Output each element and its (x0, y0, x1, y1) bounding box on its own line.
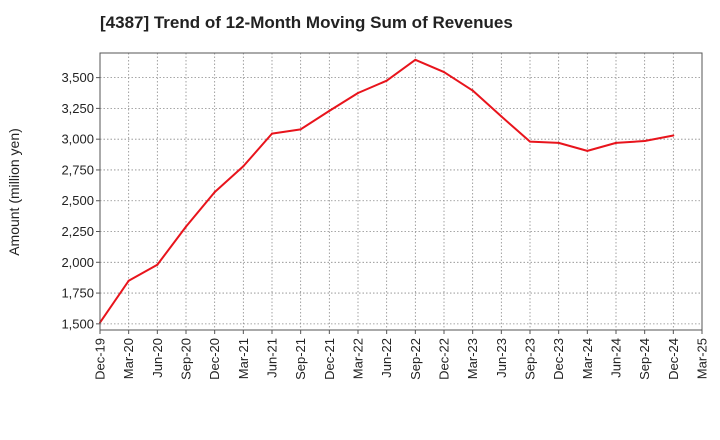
data-point (185, 225, 187, 228)
x-tick-label: Dec-20 (207, 338, 222, 380)
y-tick-label: 2,250 (61, 224, 94, 239)
data-point (529, 140, 531, 143)
y-tick-label: 2,000 (61, 255, 94, 270)
y-tick-label: 1,750 (61, 286, 94, 301)
x-tick-label: Sep-20 (179, 338, 194, 380)
grid-lines (100, 53, 702, 330)
data-point (500, 115, 503, 118)
x-tick-label: Sep-24 (637, 338, 652, 380)
x-tick-label: Dec-19 (93, 338, 108, 380)
data-point (672, 134, 675, 137)
data-point (127, 279, 130, 282)
x-tick-label: Dec-24 (666, 338, 681, 380)
x-tick-label: Dec-22 (437, 338, 452, 380)
x-tick-label: Dec-21 (322, 338, 337, 380)
data-point (299, 128, 302, 131)
x-tick-label: Jun-22 (379, 338, 394, 378)
data-point (213, 191, 216, 194)
data-point (328, 109, 331, 112)
data-point (271, 132, 273, 135)
x-tick-label: Mar-21 (236, 338, 251, 379)
chart-title: [4387] Trend of 12-Month Moving Sum of R… (100, 13, 513, 32)
data-point (385, 79, 388, 82)
x-tick-label: Mar-20 (121, 338, 136, 379)
data-point (156, 263, 159, 266)
data-point (643, 140, 646, 143)
data-point (615, 141, 617, 144)
x-tick-label: Jun-21 (265, 338, 280, 378)
data-point (586, 149, 589, 152)
y-tick-label: 3,500 (61, 70, 94, 85)
data-point (443, 71, 445, 74)
x-tick-label: Mar-22 (351, 338, 366, 379)
y-tick-label: 3,250 (61, 101, 94, 116)
x-tick-label: Mar-23 (465, 338, 480, 379)
series-layer (99, 58, 675, 324)
data-point (414, 58, 417, 61)
data-point (357, 92, 359, 95)
y-tick-label: 1,500 (61, 316, 94, 331)
x-tick-label: Jun-23 (494, 338, 509, 378)
y-axis-ticks: 1,500 1,750 2,000 2,250 2,500 2,750 3,000 3,250… (61, 70, 100, 331)
x-tick-label: Dec-23 (551, 338, 566, 380)
data-point (557, 141, 560, 144)
x-tick-label: Sep-21 (293, 338, 308, 380)
data-point (242, 165, 245, 168)
x-tick-label: Sep-23 (523, 338, 538, 380)
data-point (471, 89, 474, 92)
x-tick-label: Mar-24 (580, 338, 595, 379)
x-tick-label: Jun-20 (150, 338, 165, 378)
y-tick-label: 2,750 (61, 162, 94, 177)
x-tick-label: Sep-22 (408, 338, 423, 380)
x-axis-ticks: Dec-19 Mar-20 Jun-20 Sep-20 Dec-20 Mar-21 Jun-… (93, 330, 710, 380)
x-tick-label: Mar-25 (695, 338, 710, 379)
x-tick-label: Jun-24 (609, 338, 624, 378)
y-tick-label: 3,000 (61, 132, 94, 147)
plot-frame (99, 52, 703, 331)
y-tick-label: 2,500 (61, 193, 94, 208)
